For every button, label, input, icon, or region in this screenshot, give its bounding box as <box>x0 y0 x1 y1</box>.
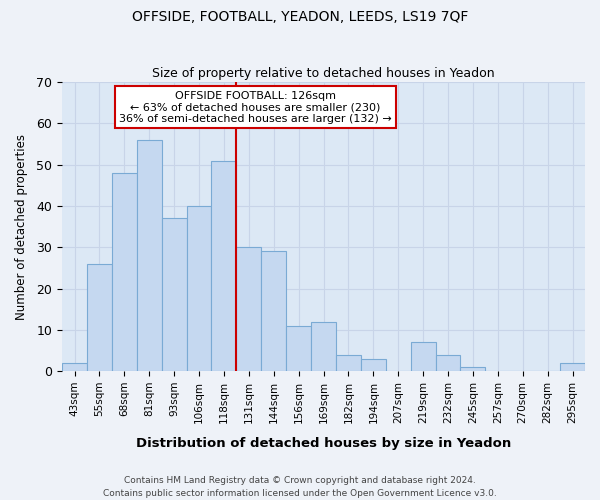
Bar <box>187 206 211 372</box>
Text: Contains HM Land Registry data © Crown copyright and database right 2024.
Contai: Contains HM Land Registry data © Crown c… <box>103 476 497 498</box>
Bar <box>361 359 386 372</box>
Bar <box>261 252 286 372</box>
X-axis label: Distribution of detached houses by size in Yeadon: Distribution of detached houses by size … <box>136 437 511 450</box>
Bar <box>460 367 485 372</box>
Text: OFFSIDE, FOOTBALL, YEADON, LEEDS, LS19 7QF: OFFSIDE, FOOTBALL, YEADON, LEEDS, LS19 7… <box>132 10 468 24</box>
Bar <box>336 354 361 372</box>
Bar <box>236 248 261 372</box>
Y-axis label: Number of detached properties: Number of detached properties <box>15 134 28 320</box>
Bar <box>87 264 112 372</box>
Bar <box>311 322 336 372</box>
Bar <box>62 363 87 372</box>
Title: Size of property relative to detached houses in Yeadon: Size of property relative to detached ho… <box>152 66 495 80</box>
Text: OFFSIDE FOOTBALL: 126sqm
← 63% of detached houses are smaller (230)
36% of semi-: OFFSIDE FOOTBALL: 126sqm ← 63% of detach… <box>119 90 392 124</box>
Bar <box>560 363 585 372</box>
Bar <box>137 140 161 372</box>
Bar <box>211 160 236 372</box>
Bar <box>161 218 187 372</box>
Bar <box>286 326 311 372</box>
Bar <box>112 173 137 372</box>
Bar <box>410 342 436 372</box>
Bar <box>436 354 460 372</box>
